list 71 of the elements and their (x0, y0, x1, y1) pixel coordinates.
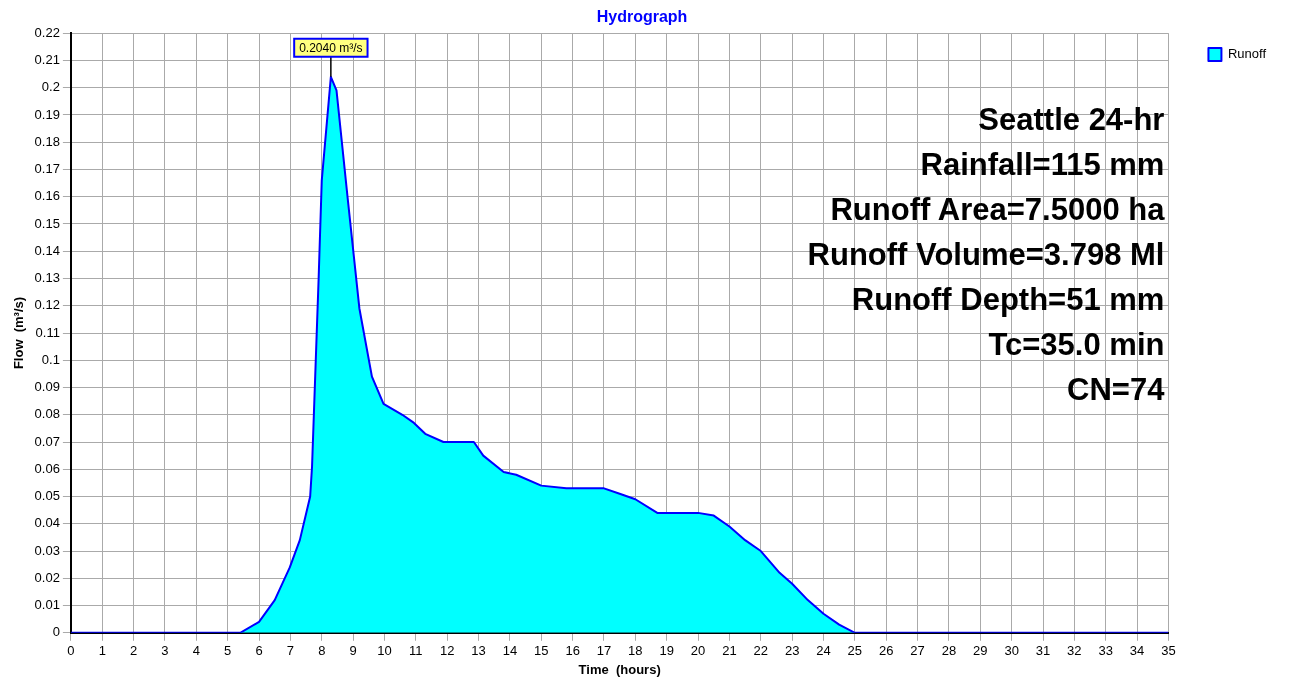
y-tick-label: 0.06 (34, 460, 60, 476)
x-axis-title: Time (hours) (578, 661, 661, 677)
annotation: CN=74 (1067, 371, 1166, 407)
x-tick-label: 18 (628, 643, 643, 659)
y-tick-label: 0.22 (34, 24, 60, 40)
x-tick-label: 22 (753, 643, 769, 659)
x-tick-label: 27 (910, 643, 925, 659)
chart-title: Hydrograph (596, 8, 688, 26)
x-tick-label: 24 (816, 643, 831, 659)
y-tick-label: 0.19 (34, 106, 60, 122)
y-tick-label: 0.07 (34, 433, 60, 449)
y-tick-label: 0.18 (34, 133, 60, 149)
x-tick-label: 3 (161, 643, 169, 659)
x-tick-label: 30 (1004, 643, 1019, 659)
y-tick-label: 0.17 (34, 161, 60, 177)
x-tick-label: 25 (847, 643, 863, 659)
x-tick-label: 15 (534, 643, 549, 659)
x-tick-label: 23 (784, 643, 800, 659)
x-tick-label: 21 (722, 643, 737, 659)
y-tick-label: 0.14 (34, 242, 60, 258)
y-tick-label: 0.1 (41, 351, 60, 367)
x-tick-label: 13 (471, 643, 486, 659)
annotation: Rainfall=115 mm (920, 146, 1165, 182)
x-tick-label: 34 (1129, 643, 1145, 659)
y-tick-label: 0.02 (34, 569, 60, 585)
y-tick-label: 0.05 (34, 488, 60, 504)
x-tick-label: 5 (224, 643, 232, 659)
y-tick-label: 0.04 (34, 515, 60, 531)
y-tick-label: 0.15 (34, 215, 60, 231)
annotation: Runoff Area=7.5000 ha (830, 191, 1166, 227)
y-tick-label: 0.01 (34, 597, 60, 613)
y-tick-label: 0 (52, 624, 60, 640)
y-tick-label: 0.2 (41, 79, 60, 95)
annotation: Seattle 24-hr (978, 101, 1165, 137)
y-axis-title: Flow (m³/s) (11, 296, 27, 370)
y-tick-label: 0.13 (34, 270, 60, 286)
x-tick-label: 0 (67, 643, 75, 659)
x-tick-label: 35 (1161, 643, 1176, 659)
x-tick-label: 7 (286, 643, 295, 659)
legend-label: Runoff (1227, 46, 1267, 62)
x-tick-label: 8 (318, 643, 326, 659)
x-tick-label: 2 (130, 643, 138, 659)
x-tick-label: 9 (349, 643, 357, 659)
x-tick-label: 29 (973, 643, 988, 659)
x-tick-label: 28 (941, 643, 957, 659)
annotation: Runoff Volume=3.798 Ml (807, 236, 1165, 272)
y-tick-label: 0.16 (34, 188, 60, 204)
x-tick-label: 1 (98, 643, 106, 659)
annotation: Runoff Depth=51 mm (851, 281, 1165, 317)
x-tick-label: 4 (192, 643, 200, 659)
y-tick-label: 0.11 (35, 324, 60, 340)
x-tick-label: 32 (1067, 643, 1082, 659)
y-tick-label: 0.03 (34, 542, 60, 558)
x-tick-label: 33 (1098, 643, 1113, 659)
y-tick-label: 0.09 (34, 379, 60, 395)
y-tick-label: 0.12 (34, 297, 60, 313)
y-tick-label: 0.21 (34, 52, 60, 68)
x-tick-label: 14 (502, 643, 518, 659)
x-tick-label: 26 (878, 643, 894, 659)
x-tick-label: 10 (377, 643, 392, 659)
annotation: 0.2040 m³/s (299, 40, 363, 55)
y-tick-label: 0.08 (34, 406, 60, 422)
x-tick-label: 19 (659, 643, 674, 659)
x-tick-label: 17 (596, 643, 612, 659)
x-tick-label: 12 (439, 643, 455, 659)
x-tick-label: 11 (409, 643, 423, 659)
x-tick-label: 16 (565, 643, 580, 659)
x-tick-label: 31 (1035, 643, 1051, 659)
annotation: Tc=35.0 min (988, 326, 1165, 362)
x-tick-label: 20 (690, 643, 706, 659)
x-tick-label: 6 (255, 643, 263, 659)
